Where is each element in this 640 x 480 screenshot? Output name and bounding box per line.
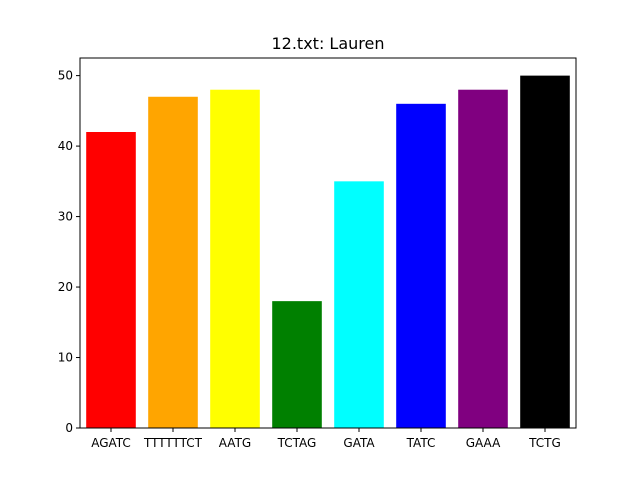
x-tick-label: TTTTTTCT: [143, 436, 203, 450]
y-tick-label: 50: [58, 69, 73, 83]
bar-gata: [334, 181, 384, 428]
bar-gaaa: [458, 89, 508, 428]
bar-tatc: [396, 103, 446, 429]
chart-title: 12.txt: Lauren: [271, 34, 384, 53]
plot-frame: [79, 57, 577, 429]
bar-aatg: [210, 89, 260, 428]
bar-tctag: [272, 301, 322, 428]
bar-agatc: [86, 132, 136, 428]
bar-tctg: [520, 75, 570, 428]
x-tick-label: TATC: [406, 436, 436, 450]
x-tick-label: AGATC: [91, 436, 131, 450]
x-tick-label: GAAA: [466, 436, 501, 450]
x-tick-label: TCTAG: [277, 436, 317, 450]
bar-ttttttct: [148, 96, 198, 428]
x-tick-label: TCTG: [528, 436, 561, 450]
y-axis: 0 10 20 30 40 50: [58, 69, 80, 435]
y-tick-label: 20: [58, 280, 73, 294]
y-tick-label: 0: [65, 421, 73, 435]
x-axis: AGATC TTTTTTCT AATG TCTAG GATA TATC GAAA TCTG: [91, 428, 561, 450]
x-tick-label: GATA: [343, 436, 375, 450]
y-tick-label: 40: [58, 139, 73, 153]
bars-group: [86, 75, 570, 429]
y-tick-label: 30: [58, 210, 73, 224]
y-tick-label: 10: [58, 351, 73, 365]
x-tick-label: AATG: [219, 436, 251, 450]
